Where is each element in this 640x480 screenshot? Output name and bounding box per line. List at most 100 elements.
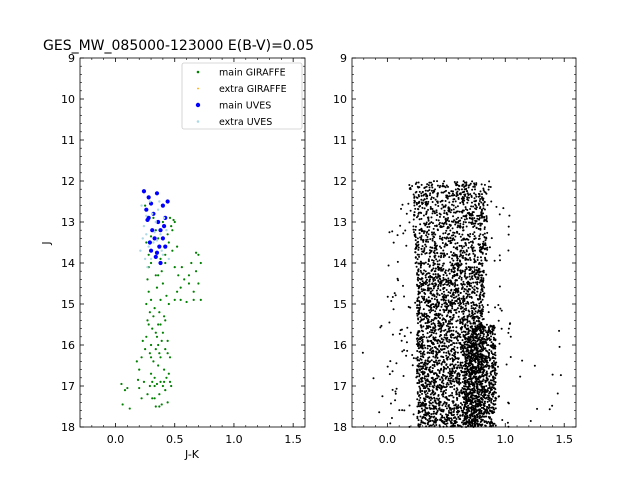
y-tick-label: 10 [333, 93, 347, 106]
data-point [456, 307, 459, 310]
data-point [423, 198, 426, 201]
data-point [482, 197, 485, 200]
data-point [469, 193, 472, 196]
data-point [426, 281, 429, 284]
data-point [463, 290, 466, 293]
data-point [403, 409, 406, 412]
data-point [450, 409, 453, 412]
data-point [413, 211, 416, 214]
data-point [469, 383, 472, 386]
data-point [473, 182, 476, 185]
data-point [445, 332, 448, 335]
data-point [451, 363, 454, 366]
data-point [412, 225, 415, 228]
data-point [431, 282, 434, 285]
data-point [449, 281, 452, 284]
data-point [449, 303, 452, 306]
data-point [474, 339, 477, 342]
data-point [393, 292, 396, 295]
data-point [495, 361, 498, 364]
data-point [436, 348, 439, 351]
data-point [482, 240, 485, 243]
data-point [399, 224, 402, 227]
data-point [467, 424, 470, 427]
data-point [420, 253, 423, 256]
data-point [416, 314, 419, 317]
data-point [448, 320, 451, 323]
data-point [470, 194, 473, 197]
data-point [429, 292, 432, 295]
data-point [425, 238, 428, 241]
data-point [473, 308, 476, 311]
data-point [485, 374, 488, 377]
data-point [439, 226, 442, 229]
data-point [452, 208, 455, 211]
data-point [194, 270, 198, 273]
data-point [451, 380, 454, 383]
data-point [145, 217, 150, 223]
data-point [433, 244, 436, 247]
data-point [448, 284, 451, 287]
data-point [405, 354, 408, 357]
data-point [421, 361, 424, 364]
y-tick-label: 18 [61, 421, 75, 434]
data-point [449, 379, 452, 382]
data-point [453, 231, 456, 234]
data-point [466, 348, 469, 351]
data-point [435, 248, 438, 251]
data-point [482, 371, 485, 374]
data-point [449, 363, 452, 366]
data-point [468, 419, 471, 422]
data-point [438, 401, 441, 404]
y-tick-label: 10 [61, 93, 75, 106]
data-point [471, 316, 474, 319]
data-point [450, 339, 453, 342]
data-point [154, 220, 157, 224]
data-point [489, 416, 492, 419]
data-point [481, 308, 484, 311]
data-point [416, 398, 419, 401]
data-point [438, 215, 441, 218]
data-point [440, 191, 443, 194]
data-point [491, 386, 494, 389]
data-point [460, 239, 463, 242]
data-point [478, 416, 481, 419]
data-point [436, 201, 439, 204]
data-point [471, 389, 474, 392]
data-point [415, 265, 418, 268]
data-point [456, 374, 459, 377]
data-point [163, 244, 168, 249]
data-point [481, 418, 484, 421]
data-point [479, 190, 482, 193]
data-point [433, 372, 436, 375]
data-point [158, 311, 161, 314]
data-point [441, 318, 444, 321]
data-point [417, 253, 420, 256]
data-point [478, 234, 481, 237]
data-point [477, 362, 480, 365]
data-point [441, 344, 444, 347]
data-point [426, 289, 429, 292]
data-point [429, 326, 432, 329]
data-point [441, 355, 444, 358]
data-point [441, 404, 444, 407]
data-point [472, 205, 475, 208]
data-point [472, 343, 475, 346]
data-point [417, 248, 420, 251]
data-point [442, 268, 445, 271]
data-point [453, 384, 456, 387]
data-point [480, 312, 483, 315]
data-point [423, 298, 426, 301]
data-point [485, 355, 488, 358]
data-point [426, 194, 429, 197]
data-point [473, 249, 476, 252]
data-point [176, 290, 179, 293]
data-point [442, 317, 445, 320]
y-tick-label: 16 [333, 339, 347, 352]
data-point [431, 346, 434, 349]
data-point [475, 379, 478, 382]
data-point [194, 251, 198, 254]
data-point [461, 323, 464, 326]
data-point [415, 190, 418, 193]
data-point [461, 367, 464, 370]
